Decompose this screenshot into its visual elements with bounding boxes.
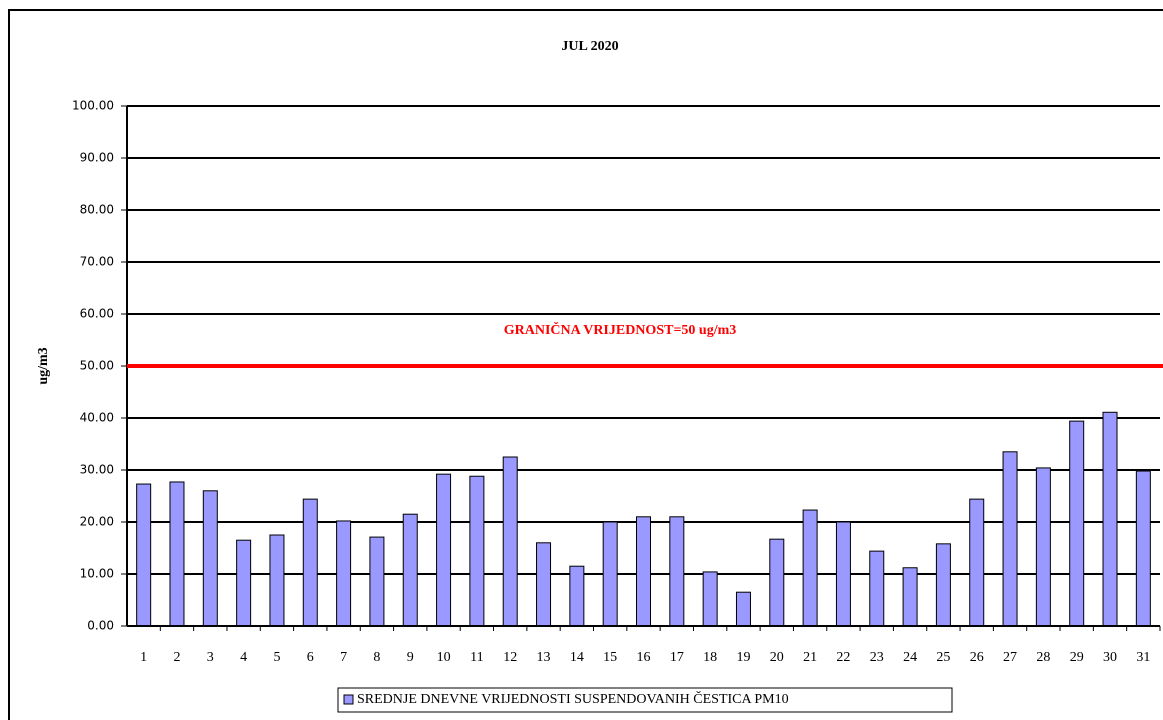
- x-tick-label: 30: [1103, 650, 1117, 665]
- y-tick-label: 10.00: [80, 567, 114, 581]
- x-tick-label: 6: [307, 650, 314, 665]
- bar: [835, 521, 851, 627]
- x-tick-label: 9: [407, 650, 414, 665]
- y-tick-label: 50.00: [80, 359, 114, 373]
- y-tick-label: 80.00: [80, 203, 114, 217]
- x-tick-label: 13: [537, 650, 551, 665]
- bar: [869, 550, 885, 627]
- y-axis-label: ug/m3: [36, 347, 51, 384]
- bar: [935, 543, 951, 627]
- bar: [402, 513, 418, 627]
- bar: [902, 567, 918, 627]
- bar: [802, 509, 818, 627]
- bar: [169, 481, 185, 627]
- bar: [136, 483, 152, 627]
- x-tick-label: 19: [736, 650, 750, 665]
- x-tick-label: 12: [503, 650, 517, 665]
- bar: [969, 498, 985, 627]
- bar: [636, 516, 651, 627]
- bar: [369, 536, 385, 627]
- x-tick-label: 16: [637, 650, 651, 665]
- x-tick-label: 26: [970, 650, 984, 665]
- bar: [735, 591, 751, 627]
- x-tick-label: 20: [770, 650, 784, 665]
- x-tick-label: 25: [936, 650, 950, 665]
- x-tick-label: 18: [703, 650, 717, 665]
- bar: [1102, 411, 1118, 627]
- x-tick-label: 23: [870, 650, 884, 665]
- bar: [269, 534, 285, 627]
- bar: [436, 473, 452, 627]
- bar: [769, 538, 785, 627]
- bar: [702, 571, 718, 627]
- y-tick-label: 100.00: [72, 99, 114, 113]
- x-tick-label: 10: [437, 650, 451, 665]
- bar: [336, 520, 352, 627]
- bar: [1002, 451, 1018, 627]
- x-tick-label: 22: [836, 650, 850, 665]
- bar: [536, 542, 552, 627]
- bar: [569, 565, 585, 627]
- x-tick-label: 28: [1036, 650, 1050, 665]
- y-tick-label: 20.00: [80, 515, 114, 529]
- y-tick-label: 60.00: [80, 307, 114, 321]
- x-tick-label: 5: [273, 650, 280, 665]
- bar: [502, 456, 518, 627]
- x-tick-label: 24: [903, 650, 917, 665]
- x-tick-label: 7: [340, 650, 347, 665]
- bar: [202, 490, 218, 627]
- y-tick-label: 40.00: [80, 411, 114, 425]
- x-tick-label: 17: [670, 650, 684, 665]
- x-tick-label: 3: [207, 650, 214, 665]
- chart-title: JUL 2020: [561, 39, 618, 54]
- y-tick-label: 0.00: [87, 619, 114, 633]
- x-tick-label: 29: [1070, 650, 1084, 665]
- bar: [302, 498, 318, 627]
- x-tick-label: 2: [173, 650, 180, 665]
- bar: [236, 539, 252, 627]
- x-tick-label: 14: [570, 650, 584, 665]
- bar: [602, 521, 618, 627]
- x-tick-label: 4: [240, 650, 247, 665]
- bar: [1035, 467, 1051, 627]
- y-tick-label: 30.00: [80, 463, 114, 477]
- legend-box: [337, 687, 953, 713]
- bar: [469, 475, 485, 627]
- bar: [1069, 420, 1085, 627]
- x-tick-label: 1: [140, 650, 147, 665]
- x-tick-label: 21: [803, 650, 817, 665]
- threshold-label: GRANIČNA VRIJEDNOST=50 ug/m3: [504, 321, 737, 338]
- y-tick-label: 90.00: [80, 151, 114, 165]
- x-tick-label: 15: [603, 650, 617, 665]
- x-tick-label: 11: [470, 650, 483, 665]
- legend-swatch: [343, 694, 354, 705]
- bar: [669, 516, 685, 627]
- bar: [1135, 470, 1151, 627]
- legend-label: SREDNJE DNEVNE VRIJEDNOSTI SUSPENDOVANIH…: [357, 690, 789, 707]
- x-tick-label: 31: [1136, 650, 1150, 665]
- x-tick-label: 8: [373, 650, 380, 665]
- y-tick-label: 70.00: [80, 255, 114, 269]
- x-tick-label: 27: [1003, 650, 1017, 665]
